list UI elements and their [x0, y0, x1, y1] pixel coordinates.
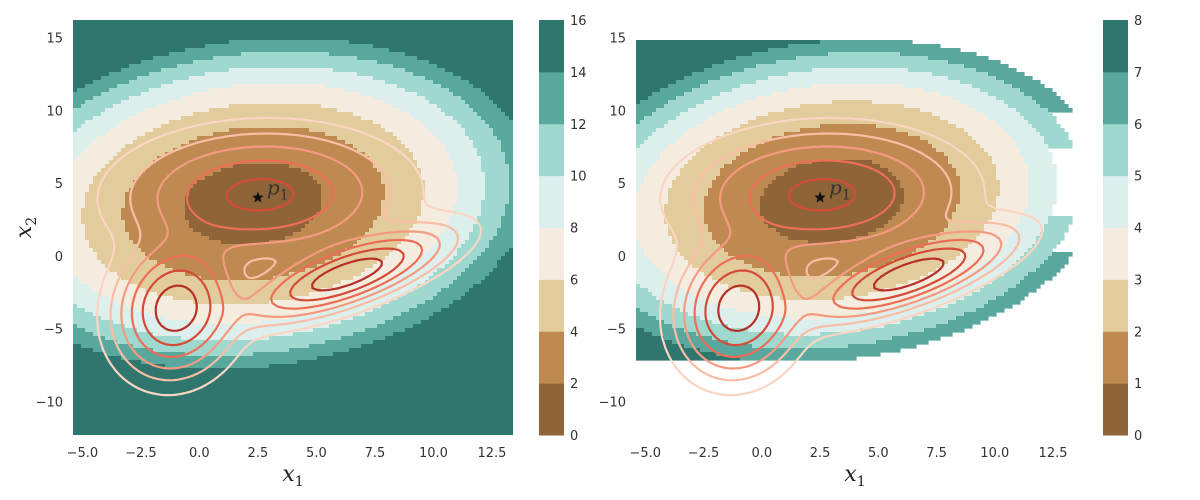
- density-contours: [659, 116, 1044, 397]
- x-tick-labels: −5.0 −2.5 0.0 2.5 5.0 7.5 10.0 12.5: [630, 446, 1068, 461]
- density-contour-level-6: [154, 257, 383, 332]
- colorbar-segment: [539, 71, 564, 125]
- colorbar-tick-label: 7: [1134, 66, 1142, 81]
- colorbar: 0 1 2 3 4 5 6 7 8: [1103, 14, 1142, 444]
- x-tick-label: 7.5: [926, 446, 947, 461]
- colorbar-segment: [539, 279, 564, 332]
- x-tick-label: −2.5: [125, 446, 157, 461]
- point-label: p1: [267, 176, 289, 204]
- chart-panel-2: p1−5.0 −2.5 0.0 2.5 5.0 7.5 10.0 12.5−10−505101…: [599, 14, 1143, 490]
- density-contour-level-5: [704, 178, 967, 347]
- colorbar-tick-label: 3: [1134, 273, 1142, 288]
- x-tick-label: 12.5: [1039, 446, 1068, 461]
- colorbar-segment: [1103, 227, 1128, 280]
- y-tick-labels: −10 −5 0 5 10 15: [599, 31, 626, 410]
- x-tick-label: 2.5: [810, 446, 831, 461]
- y-tick-label: −5: [44, 323, 63, 338]
- y-tick-label: 5: [618, 177, 626, 192]
- point-marker-star: [252, 191, 264, 203]
- colorbar-segment: [1103, 123, 1128, 177]
- x-tick-label: 10.0: [980, 446, 1009, 461]
- density-contour-level-2: [672, 132, 1021, 382]
- colorbar-segment: [539, 383, 564, 436]
- density-contour-level-2: [109, 132, 460, 382]
- density-contours: [96, 116, 482, 397]
- chart-panel-1: p1 −5.0 −2.5 0.0 2.5 5.0 7.5 10.0 12.5 −10 −5 0 5 10 1…: [12, 14, 587, 490]
- x-tick-label: 2.5: [248, 446, 269, 461]
- colorbar: 0 2 4 6 8 10 12 14 16: [539, 14, 587, 444]
- colorbar-tick-label: 0: [1134, 429, 1142, 444]
- colorbar-tick-label: 2: [570, 377, 578, 392]
- point-label: p1: [829, 176, 851, 204]
- colorbar-tick-label: 12: [570, 118, 587, 133]
- colorbar-segment: [1103, 175, 1128, 228]
- colorbar-tick-label: 6: [570, 273, 578, 288]
- colorbar-segment: [1103, 71, 1128, 125]
- x-tick-label: −2.5: [688, 446, 720, 461]
- colorbar-segment: [1103, 279, 1128, 332]
- x-tick-label: −5.0: [630, 446, 662, 461]
- y-tick-label: 5: [55, 177, 63, 192]
- x-tick-label: 0.0: [189, 446, 210, 461]
- x-tick-label: 12.5: [477, 446, 506, 461]
- colorbar-tick-label: 0: [570, 429, 578, 444]
- y-tick-label: 0: [618, 250, 626, 265]
- density-contour-level-5: [141, 178, 405, 347]
- colorbar-tick-label: 14: [570, 66, 587, 81]
- colorbar-segment: [1103, 331, 1128, 384]
- density-contour-level-4: [693, 159, 985, 358]
- colorbar-tick-label: 10: [570, 170, 587, 185]
- y-tick-label: −10: [599, 396, 626, 411]
- y-tick-label: −5: [607, 323, 626, 338]
- colorbar-segment: [539, 227, 564, 280]
- y-tick-label: 15: [609, 31, 626, 46]
- colorbar-tick-label: 5: [1134, 170, 1142, 185]
- colorbar-tick-label: 8: [570, 222, 578, 237]
- y-tick-label: −10: [36, 396, 63, 411]
- y-tick-labels: −10 −5 0 5 10 15: [36, 31, 63, 410]
- x-axis-label: x1: [844, 462, 865, 490]
- colorbar-tick-label: 1: [1134, 377, 1142, 392]
- x-tick-label: 5.0: [868, 446, 889, 461]
- colorbar-segment: [539, 20, 564, 73]
- y-axis-label: x2: [12, 217, 40, 238]
- x-tick-label: −5.0: [67, 446, 99, 461]
- density-contour-level-1: [659, 116, 1044, 397]
- y-tick-label: 15: [46, 31, 63, 46]
- density-contour-level-4: [130, 159, 424, 358]
- density-contour-level-1: [96, 116, 482, 397]
- colorbar-tick-label: 16: [570, 14, 587, 29]
- y-tick-label: 10: [46, 104, 63, 119]
- x-tick-labels: −5.0 −2.5 0.0 2.5 5.0 7.5 10.0 12.5: [67, 446, 507, 461]
- colorbar-segment: [539, 175, 564, 228]
- colorbar-segment: [539, 123, 564, 177]
- colorbar-tick-label: 4: [1134, 222, 1142, 237]
- y-tick-label: 10: [609, 104, 626, 119]
- colorbar-tick-label: 4: [570, 325, 578, 340]
- y-tick-label: 0: [55, 250, 63, 265]
- density-contour-level-6: [717, 257, 945, 332]
- colorbar-segment: [1103, 20, 1128, 73]
- colorbar-tick-label: 6: [1134, 118, 1142, 133]
- filled-contour-field: [636, 40, 1073, 361]
- density-contour-level-3: [120, 145, 441, 370]
- x-tick-label: 5.0: [306, 446, 327, 461]
- x-tick-label: 0.0: [751, 446, 772, 461]
- colorbar-tick-label: 8: [1134, 14, 1142, 29]
- colorbar-segment: [539, 331, 564, 384]
- x-axis-label: x1: [282, 462, 303, 490]
- colorbar-segment: [1103, 383, 1128, 436]
- colorbar-tick-label: 2: [1134, 325, 1142, 340]
- point-marker-star: [814, 191, 826, 203]
- x-tick-label: 7.5: [365, 446, 386, 461]
- x-tick-label: 10.0: [419, 446, 448, 461]
- density-contour-level-3: [683, 145, 1003, 370]
